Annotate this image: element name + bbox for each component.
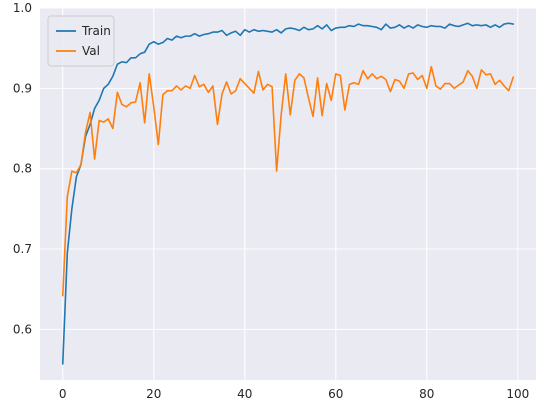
x-tick-label: 100	[506, 387, 529, 401]
y-tick-label: 0.6	[13, 322, 32, 336]
series-group	[61, 22, 515, 365]
x-axis: 0 20 40 60 80 100	[59, 387, 529, 401]
x-tick-label: 60	[328, 387, 343, 401]
legend-label-val: Val	[82, 44, 100, 58]
y-tick-label: 0.9	[13, 81, 32, 95]
series-line-train	[61, 22, 515, 365]
y-tick-label: 0.8	[13, 162, 32, 176]
legend-box	[47, 15, 115, 67]
x-tick-label: 80	[419, 387, 434, 401]
y-axis: 0.6 0.7 0.8 0.9 1.0	[13, 1, 32, 336]
x-tick-label: 40	[237, 387, 252, 401]
x-tick-label: 0	[59, 387, 67, 401]
plot-area	[40, 8, 536, 380]
x-tick-label: 20	[146, 387, 161, 401]
y-tick-label: 1.0	[13, 1, 32, 15]
legend-label-train: Train	[81, 24, 111, 38]
y-tick-label: 0.7	[13, 242, 32, 256]
legend: Train Val	[47, 15, 115, 67]
series-line-val	[61, 65, 515, 297]
